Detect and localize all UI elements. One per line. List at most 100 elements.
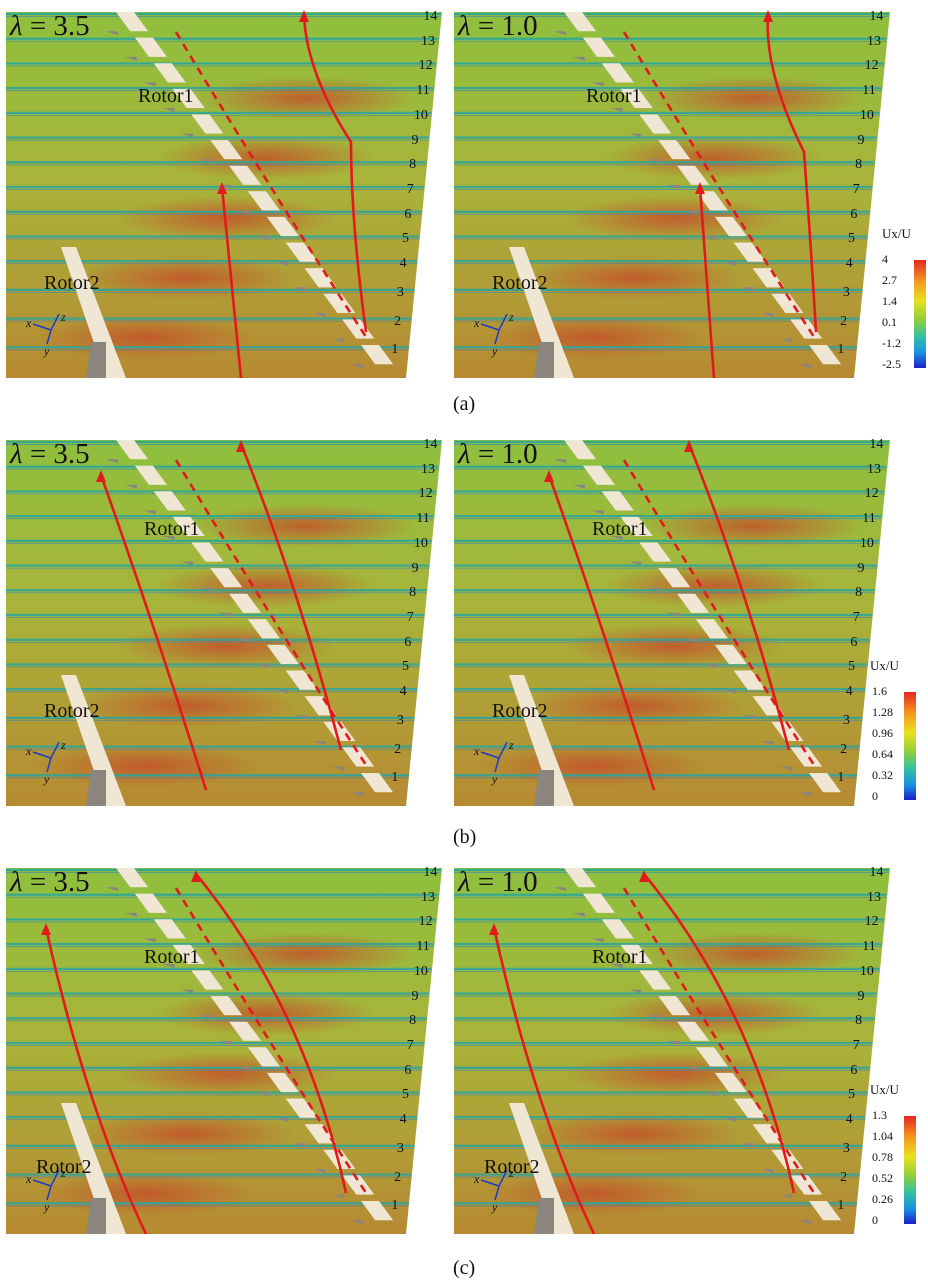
flow-field-render xyxy=(454,440,890,806)
rotor1-label: Rotor1 xyxy=(592,946,648,968)
axis-z-label: z xyxy=(61,310,66,324)
colorbar-tick: 1.3 xyxy=(872,1108,887,1122)
slice-number: 8 xyxy=(855,585,863,601)
slice-number: 12 xyxy=(418,486,433,502)
axis-z-label: z xyxy=(509,310,514,324)
slice-number: 4 xyxy=(399,256,407,272)
axis-y-label: y xyxy=(492,772,498,786)
colorbar: Ux/U 4 2.7 1.4 0.1 -1.2 -2.5 xyxy=(870,226,928,376)
axis-x-label: x xyxy=(474,316,480,330)
rotor2-label: Rotor2 xyxy=(36,1156,92,1178)
flow-field-render xyxy=(454,868,890,1234)
slice-number: 4 xyxy=(845,256,853,272)
colorbar-tick: 2.7 xyxy=(882,273,897,287)
axis-y-label: y xyxy=(44,772,50,786)
lambda-label: λ = 3.5 xyxy=(10,10,90,43)
subplot-lambda-3-5: λ = 3.5 Rotor1 Rotor2 14 13 12 11 10 9 8 7 6 5 4 3 2 1 x z… xyxy=(6,2,446,378)
slice-number: 9 xyxy=(857,132,865,148)
slice-number: 8 xyxy=(409,1013,417,1029)
slice-number: 1 xyxy=(837,1198,845,1214)
slice-number: 3 xyxy=(396,1140,404,1156)
subplot-lambda-3-5: λ = 3.5 Rotor1 Rotor2 14 13 12 11 10 9 8 7 6 5 4 3 2 1 x z… xyxy=(6,858,446,1234)
flow-field-render xyxy=(6,10,442,378)
lambda-value: = 3.5 xyxy=(22,438,90,470)
axis-z-label: z xyxy=(509,738,514,752)
lambda-symbol: λ xyxy=(458,438,471,470)
slice-number: 1 xyxy=(837,770,845,786)
colorbar-tick: 0.26 xyxy=(872,1192,893,1206)
slice-number: 11 xyxy=(862,511,876,527)
slice-number: 10 xyxy=(859,107,874,123)
slice-number: 11 xyxy=(862,939,876,955)
slice-number: 4 xyxy=(399,1112,407,1128)
slice-number: 6 xyxy=(404,1062,412,1078)
slice-number: 11 xyxy=(416,511,430,527)
axis-y-label: y xyxy=(44,344,50,358)
colorbar-strip xyxy=(904,692,916,800)
lambda-label: λ = 3.5 xyxy=(10,438,90,471)
axis-y-label: y xyxy=(492,1200,498,1214)
subplot-lambda-1-0: λ = 1.0 Rotor1 Rotor2 14 13 12 11 10 9 8 7 6 5 4 3 2 1 x z… xyxy=(454,430,894,806)
lambda-label: λ = 3.5 xyxy=(10,866,90,899)
rotor1-label: Rotor1 xyxy=(144,518,200,540)
subplot-lambda-1-0: λ = 1.0 Rotor1 Rotor2 14 13 12 11 10 9 8 7 6 5 4 3 2 1 x z… xyxy=(454,2,894,378)
slice-number: 14 xyxy=(869,865,884,880)
lambda-symbol: λ xyxy=(458,10,471,42)
colorbar: Ux/U 1.3 1.04 0.78 0.52 0.26 0 xyxy=(870,1082,928,1232)
slice-number: 13 xyxy=(866,33,881,49)
axis-x-label: x xyxy=(474,744,480,758)
slice-number: 1 xyxy=(391,770,399,786)
slice-number: 11 xyxy=(862,83,876,99)
colorbar-tick: 0.96 xyxy=(872,726,893,740)
slice-number: 5 xyxy=(848,1087,856,1103)
colorbar: Ux/U 1.6 1.28 0.96 0.64 0.32 0 xyxy=(870,658,928,808)
rotor2-label: Rotor2 xyxy=(44,700,100,722)
colorbar-title: Ux/U xyxy=(870,658,899,673)
axis-x-label: x xyxy=(26,316,32,330)
panel-caption: (a) xyxy=(453,393,476,415)
slice-number: 4 xyxy=(399,684,407,700)
slice-number: 11 xyxy=(416,939,430,955)
slice-number: 12 xyxy=(864,914,879,930)
slice-number: 7 xyxy=(852,610,860,625)
slice-number: 7 xyxy=(406,182,414,197)
colorbar-tick: 0.32 xyxy=(872,768,893,782)
slice-number: 6 xyxy=(850,1062,858,1078)
colorbar-title: Ux/U xyxy=(882,226,911,241)
slice-number: 14 xyxy=(869,437,884,452)
slice-number: 14 xyxy=(869,9,884,24)
slice-number: 10 xyxy=(413,963,428,979)
slice-number: 3 xyxy=(842,284,850,300)
slice-number: 2 xyxy=(394,1169,402,1185)
panel-caption: (c) xyxy=(453,1257,476,1279)
slice-number: 5 xyxy=(402,1087,410,1103)
slice-number: 5 xyxy=(848,231,856,247)
subplot-lambda-3-5: λ = 3.5 Rotor1 Rotor2 14 13 12 11 10 9 8 7 6 5 4 3 2 1 x z… xyxy=(6,430,446,806)
rotor2-label: Rotor2 xyxy=(492,272,548,294)
slice-number: 1 xyxy=(391,1198,399,1214)
slice-number: 2 xyxy=(840,313,848,329)
slice-number: 2 xyxy=(394,741,402,757)
slice-number: 13 xyxy=(420,461,435,477)
panel-a: λ = 3.5 Rotor1 Rotor2 14 13 12 11 10 9 8 7 6 5 4 3 2 1 x z… xyxy=(0,2,928,421)
axis-z-label: z xyxy=(509,1166,514,1180)
panel-c: λ = 3.5 Rotor1 Rotor2 14 13 12 11 10 9 8 7 6 5 4 3 2 1 x z… xyxy=(0,858,928,1285)
colorbar-tick: 1.6 xyxy=(872,684,887,698)
lambda-label: λ = 1.0 xyxy=(458,10,538,43)
slice-number: 3 xyxy=(842,712,850,728)
slice-number: 8 xyxy=(409,585,417,601)
panel-b: λ = 3.5 Rotor1 Rotor2 14 13 12 11 10 9 8 7 6 5 4 3 2 1 x z… xyxy=(0,430,928,854)
axis-triad xyxy=(480,1169,508,1201)
axis-z-label: z xyxy=(61,1166,66,1180)
slice-number: 6 xyxy=(404,206,412,222)
colorbar-strip xyxy=(904,1116,916,1224)
flow-field-render xyxy=(6,440,442,806)
slice-number: 12 xyxy=(864,58,879,74)
rotor2-label: Rotor2 xyxy=(484,1156,540,1178)
colorbar-tick: -2.5 xyxy=(882,357,901,371)
slice-number: 12 xyxy=(418,914,433,930)
axis-z-label: z xyxy=(61,738,66,752)
colorbar-tick: 1.28 xyxy=(872,705,893,719)
lambda-value: = 3.5 xyxy=(22,10,90,42)
slice-number: 9 xyxy=(411,988,419,1004)
